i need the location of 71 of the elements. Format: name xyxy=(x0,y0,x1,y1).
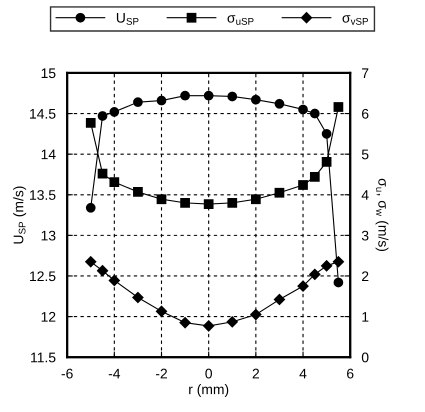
y-tick-label: 13.5 xyxy=(30,190,56,200)
point xyxy=(85,256,96,268)
point xyxy=(322,157,332,167)
point xyxy=(334,102,344,112)
point xyxy=(298,104,308,114)
y2-tick-label: 0 xyxy=(362,352,368,362)
y-tick-label: 14.5 xyxy=(30,109,56,119)
y2-tick-label: 5 xyxy=(362,150,368,160)
legend-label: U$_{SP}$ xyxy=(116,12,138,25)
point xyxy=(204,90,214,101)
x-tick-label: -4 xyxy=(108,368,120,378)
point xyxy=(96,265,108,276)
point xyxy=(98,168,108,178)
point xyxy=(274,294,286,306)
point xyxy=(108,274,120,286)
y-tick-label: 12 xyxy=(42,312,56,322)
y-tick-label: 14 xyxy=(42,150,56,160)
point xyxy=(204,199,214,209)
point xyxy=(250,194,261,204)
point xyxy=(310,108,320,118)
y2-tick-label: 7 xyxy=(362,68,368,78)
x-axis-title: r (mm) xyxy=(189,384,228,397)
point xyxy=(226,316,238,328)
legend-label: σ$_{vSP}$ xyxy=(342,15,368,25)
point xyxy=(156,96,166,106)
point xyxy=(332,256,344,268)
point xyxy=(133,187,143,197)
point xyxy=(310,172,320,182)
legend-label: σ$_{uSP}$ xyxy=(228,15,254,25)
point xyxy=(227,92,238,102)
y-tick-label: 13 xyxy=(42,230,56,241)
y-tick-label: 12.5 xyxy=(30,271,56,282)
x-tick-label: -2 xyxy=(156,368,167,378)
point xyxy=(156,194,166,204)
point xyxy=(86,202,96,213)
point xyxy=(156,306,168,317)
point xyxy=(321,260,332,272)
point xyxy=(109,107,120,117)
x-tick-label: 0 xyxy=(205,368,212,379)
point xyxy=(179,317,191,328)
point xyxy=(274,188,284,198)
point xyxy=(133,97,143,108)
x-tick-label: 4 xyxy=(299,368,306,378)
y2-tick-label: 6 xyxy=(362,108,368,119)
point xyxy=(274,98,284,109)
point xyxy=(322,128,332,139)
point xyxy=(86,118,96,128)
point xyxy=(250,308,262,320)
y-tick-label: 15 xyxy=(42,68,56,78)
y-tick-label: 11.5 xyxy=(31,352,56,362)
point xyxy=(334,278,344,288)
y2-tick-label: 2 xyxy=(362,271,368,282)
point xyxy=(309,268,320,280)
y2-tick-label: 4 xyxy=(362,190,369,200)
point xyxy=(203,320,214,332)
x-tick-label: -6 xyxy=(62,368,73,379)
point xyxy=(227,198,238,208)
y-axis-title: U$_{SP}$ (m/s) xyxy=(13,186,26,244)
y2-axis-title: σ$_{u}$, σ$_{w}$ (m/s) xyxy=(376,178,388,252)
y2-tick-label: 3 xyxy=(362,230,368,241)
point xyxy=(180,198,190,208)
point xyxy=(180,90,190,101)
point xyxy=(297,280,309,292)
point xyxy=(109,177,120,188)
point xyxy=(298,180,308,190)
x-tick-label: 2 xyxy=(252,368,260,378)
y2-tick-label: 1 xyxy=(362,312,368,322)
point xyxy=(132,292,144,304)
x-tick-label: 6 xyxy=(347,368,354,379)
point xyxy=(250,94,261,105)
point xyxy=(98,111,108,121)
